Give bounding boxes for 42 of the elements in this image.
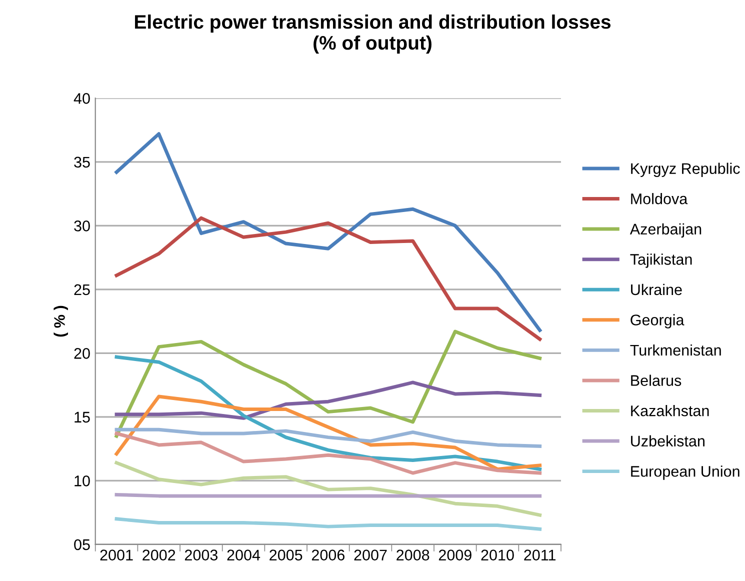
line-series [114,461,542,517]
line-series [114,330,542,438]
y-tick-label: 25 [74,284,90,296]
legend-label: Turkmenistan [630,344,721,356]
legend-label: Ukraine [631,284,682,296]
line-series [114,517,542,531]
y-axis-title: ( % ) [54,306,68,337]
y-tick-label: 40 [74,93,90,104]
line-series [114,380,542,420]
x-tick-label: 2009 [438,550,472,560]
legend-label: Azerbaijan [630,223,702,238]
legend-label: Georgia [630,314,684,328]
chart-title: Electric power transmission and distribution losses (% of output) [135,14,611,54]
y-tick-label: 10 [74,476,90,486]
legend-label: Kyrgyz Republic [631,162,740,177]
x-tick-label: 2004 [227,550,260,560]
x-tick-label: 2008 [396,550,430,560]
legend-label: Kazakhstan [631,405,709,416]
x-tick-label: 2005 [270,550,302,560]
line-series [114,216,542,341]
y-tick-label: 15 [74,412,90,423]
line-series [114,355,542,471]
x-tick-label: 2010 [481,550,514,560]
line-series [114,394,542,471]
x-tick-label: 2002 [142,550,176,560]
y-tick-label: 05 [74,539,90,550]
line-series [114,432,542,475]
legend-label: Tajikistan [630,254,692,268]
y-tick-label: 30 [74,220,90,232]
y-tick-label: 20 [74,348,90,359]
x-tick-label: 2001 [100,550,133,560]
line-series [114,132,542,332]
legend-label: Belarus [631,374,682,386]
x-tick-label: 2007 [354,550,387,560]
x-tick-label: 2011 [524,550,556,560]
y-tick-label: 35 [74,156,90,168]
legend-label: Moldova [631,193,688,204]
x-tick-label: 2003 [184,550,218,560]
legend-label: Uzbekistan [631,435,704,447]
line-series [114,428,542,448]
x-tick-label: 2006 [312,550,344,560]
legend-label: European Union [631,466,740,480]
